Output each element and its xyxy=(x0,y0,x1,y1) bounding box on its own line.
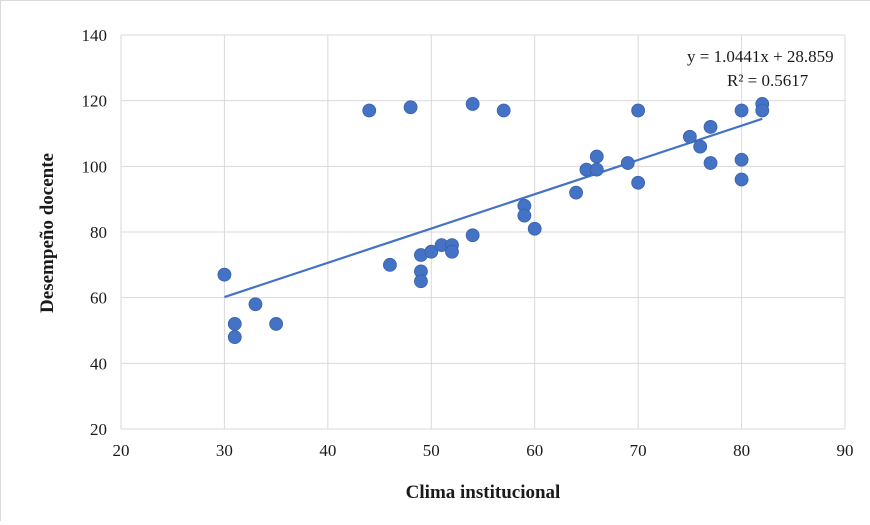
y-tick-label: 120 xyxy=(82,92,108,111)
x-tick-label: 40 xyxy=(319,441,336,460)
data-point xyxy=(362,103,377,118)
data-point xyxy=(589,149,604,164)
r-squared-label: R² = 0.5617 xyxy=(727,71,809,90)
data-point xyxy=(734,152,749,167)
data-point xyxy=(589,162,604,177)
data-point xyxy=(734,103,749,118)
y-tick-label: 100 xyxy=(82,157,108,176)
x-tick-label: 50 xyxy=(423,441,440,460)
tick-labels: 20 30 40 50 60 70 80 90 20 40 60 80 100 120 140 xyxy=(82,26,854,460)
equation-label: y = 1.0441x + 28.859 xyxy=(687,47,834,66)
y-tick-label: 40 xyxy=(90,354,107,373)
x-tick-label: 60 xyxy=(526,441,543,460)
x-tick-label: 70 xyxy=(630,441,647,460)
trendline-group xyxy=(224,117,763,299)
y-tick-label: 20 xyxy=(90,420,107,439)
trendline xyxy=(224,117,763,299)
data-point xyxy=(703,156,718,170)
x-tick-label: 90 xyxy=(837,441,854,460)
data-point xyxy=(445,244,459,259)
data-point xyxy=(383,257,397,272)
data-point xyxy=(734,172,749,187)
data-point xyxy=(693,139,708,154)
y-tick-label: 140 xyxy=(82,26,108,45)
data-point xyxy=(465,228,480,243)
data-point xyxy=(682,129,697,144)
data-point xyxy=(227,330,242,344)
y-tick-label: 60 xyxy=(90,289,107,308)
data-point xyxy=(403,100,418,115)
data-point xyxy=(517,208,532,223)
x-tick-label: 20 xyxy=(113,441,130,460)
data-points xyxy=(217,97,770,344)
y-tick-label: 80 xyxy=(90,223,107,242)
data-point xyxy=(465,97,480,111)
data-point xyxy=(496,103,511,118)
x-axis-title: Clima institucional xyxy=(406,482,561,503)
data-point xyxy=(424,244,439,259)
data-point xyxy=(527,221,542,236)
data-point xyxy=(227,317,242,331)
data-point xyxy=(755,103,770,118)
data-point xyxy=(569,185,583,200)
gridlines xyxy=(120,34,846,430)
data-point xyxy=(631,175,646,190)
x-tick-label: 30 xyxy=(216,441,233,460)
data-point xyxy=(703,120,718,134)
data-point xyxy=(269,317,284,331)
y-axis-title: Desempeño docente xyxy=(37,153,58,313)
data-point xyxy=(631,103,646,118)
data-point xyxy=(620,156,635,170)
data-point xyxy=(414,274,428,289)
data-point xyxy=(217,267,232,282)
x-tick-label: 80 xyxy=(733,441,750,460)
data-point xyxy=(248,297,263,312)
